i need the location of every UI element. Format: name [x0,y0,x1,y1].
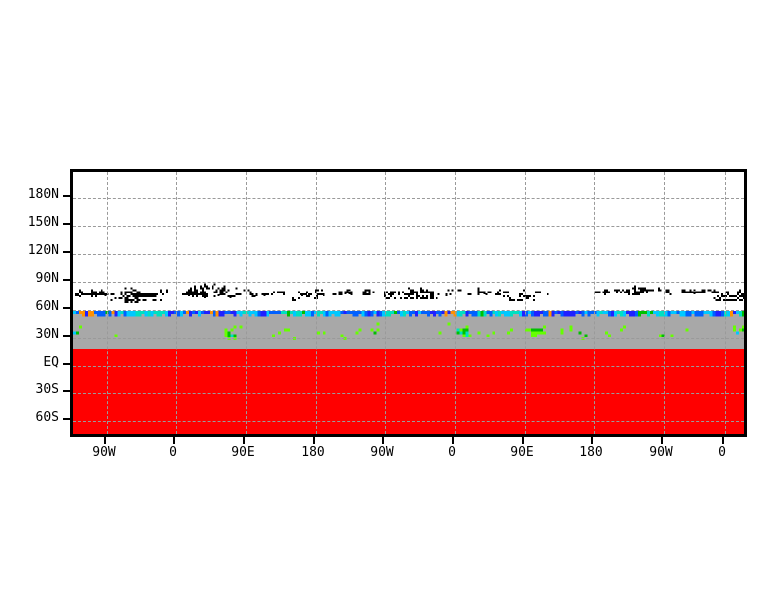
y-tick-label: 30N [35,327,59,342]
x-tick-mark [313,437,315,444]
y-tick-label: EQ [43,355,59,370]
x-tick-mark [104,437,106,444]
x-tick-label: 90E [231,445,255,460]
y-tick-mark [63,390,71,392]
y-tick-mark [63,251,71,253]
x-tick-mark [173,437,175,444]
x-tick-mark [452,437,454,444]
x-tick-label: 0 [448,445,456,460]
y-tick-label: 30S [35,382,59,397]
y-tick-label: 120N [27,243,59,258]
x-tick-label: 0 [718,445,726,460]
x-tick-mark [722,437,724,444]
x-tick-label: 90W [370,445,394,460]
y-tick-label: 90N [35,271,59,286]
y-tick-label: 150N [27,215,59,230]
y-tick-mark [63,279,71,281]
x-tick-label: 90E [510,445,534,460]
y-tick-mark [63,307,71,309]
x-tick-label: 180 [579,445,603,460]
y-tick-label: 60S [35,410,59,425]
y-tick-label: 180N [27,187,59,202]
y-tick-label: 60N [35,299,59,314]
x-tick-label: 90W [92,445,116,460]
y-tick-mark [63,223,71,225]
y-tick-mark [63,418,71,420]
y-tick-mark [63,335,71,337]
plot-area [70,169,747,437]
x-tick-mark [591,437,593,444]
x-tick-mark [661,437,663,444]
x-tick-mark [382,437,384,444]
x-tick-label: 180 [301,445,325,460]
x-tick-label: 90W [649,445,673,460]
y-tick-mark [63,363,71,365]
x-tick-mark [522,437,524,444]
map-heatmap-canvas [73,172,744,434]
y-tick-mark [63,195,71,197]
x-tick-mark [243,437,245,444]
x-tick-label: 0 [169,445,177,460]
